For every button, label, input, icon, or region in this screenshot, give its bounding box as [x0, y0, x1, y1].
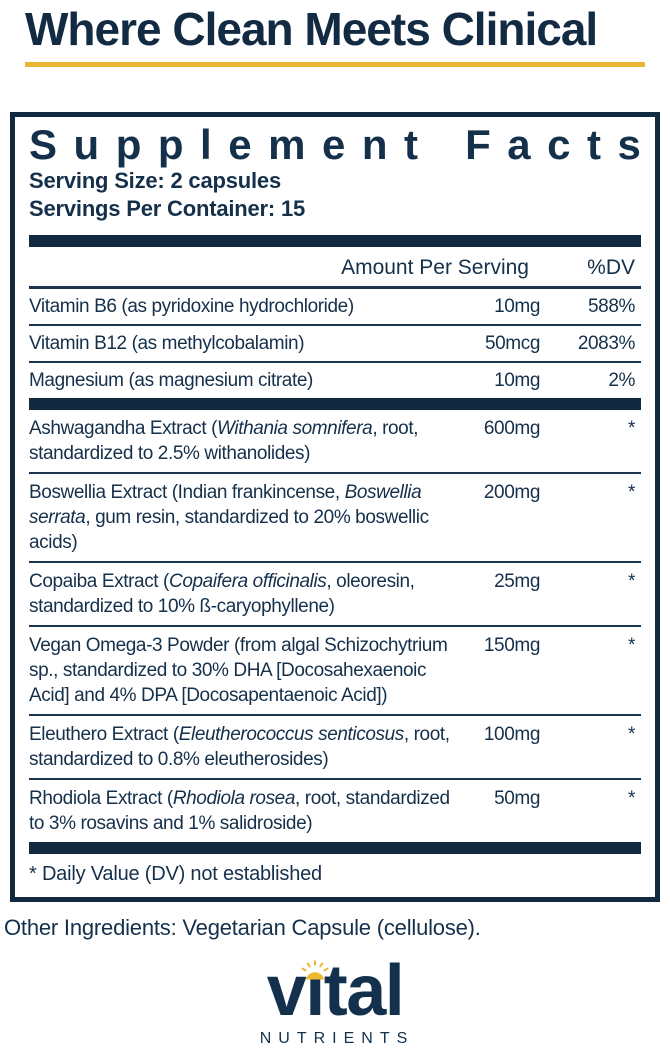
ingredient-name: Eleuthero Extract (Eleutherococcus senti… [29, 724, 450, 770]
amount-value: 150mg [483, 635, 541, 656]
ingredient-name: Magnesium (as magnesium citrate) [29, 370, 313, 391]
servings-per-container: Servings Per Container: 15 [29, 196, 306, 221]
table-row: Eleuthero Extract (Eleutherococcus senti… [29, 714, 641, 778]
table-row: Rhodiola Extract (Rhodiola rosea, root, … [29, 778, 641, 842]
section-bar [29, 842, 641, 854]
ingredient-name: Vitamin B6 (as pyridoxine hydrochloride) [29, 296, 354, 317]
logo-text-post: tal [323, 951, 405, 1031]
dv-value: 2% [608, 370, 635, 391]
ingredient-name: Vitamin B12 (as methylcobalamin) [29, 333, 305, 354]
amount-value: 10mg [494, 370, 540, 391]
dv-value: * [628, 724, 635, 745]
brand-logo: v ı tal NUTRIENTS [0, 951, 670, 1048]
table-row: Ashwagandha Extract (Withania somnifera,… [29, 410, 641, 472]
amount-value: 600mg [483, 418, 541, 439]
ingredient-name: Vegan Omega-3 Powder (from algal Schizoc… [29, 635, 448, 706]
dv-value: * [628, 635, 635, 656]
dv-value: * [628, 571, 635, 592]
daily-value-footnote: * Daily Value (DV) not established [29, 863, 322, 885]
vitamin-rows: Vitamin B6 (as pyridoxine hydrochloride)… [29, 289, 641, 398]
ingredient-name: Ashwagandha Extract (Withania somnifera,… [29, 418, 419, 464]
logo-subtext: NUTRIENTS [259, 1030, 415, 1047]
dv-value: 588% [588, 296, 635, 317]
logo-wordmark: v ı tal [266, 951, 405, 1031]
amount-value: 100mg [483, 724, 541, 745]
logo-text-i: ı [305, 951, 325, 1031]
amount-value: 25mg [494, 571, 540, 592]
section-bar [29, 235, 641, 247]
amount-value: 50mg [494, 788, 540, 809]
logo-text-pre: v [266, 951, 307, 1031]
amount-value: 10mg [494, 296, 540, 317]
table-row: Magnesium (as magnesium citrate) 10mg 2% [29, 361, 641, 398]
amount-value: 50mcg [484, 333, 540, 354]
page-title: Where Clean Meets Clinical [25, 3, 598, 55]
logo-letter-i: ı [301, 955, 328, 1027]
section-bar [29, 398, 641, 410]
amount-per-serving-header: Amount Per Serving [341, 256, 529, 279]
ingredient-name: Rhodiola Extract (Rhodiola rosea, root, … [29, 788, 450, 834]
table-header-row: Amount Per Serving %DV [29, 247, 641, 289]
dv-value: * [628, 482, 635, 503]
serving-size: Serving Size: 2 capsules [29, 168, 281, 193]
gold-divider [25, 62, 645, 67]
percent-dv-header: %DV [587, 256, 635, 279]
sun-icon [301, 960, 328, 980]
herbal-rows: Ashwagandha Extract (Withania somnifera,… [29, 410, 641, 842]
table-row: Copaiba Extract (Copaifera officinalis, … [29, 561, 641, 625]
dv-value: * [628, 788, 635, 809]
table-row: Boswellia Extract (Indian frankincense, … [29, 472, 641, 561]
table-row: Vegan Omega-3 Powder (from algal Schizoc… [29, 625, 641, 714]
table-row: Vitamin B12 (as methylcobalamin) 50mcg 208… [29, 324, 641, 361]
dv-value: 2083% [577, 333, 636, 354]
ingredient-name: Boswellia Extract (Indian frankincense, … [29, 482, 429, 553]
table-row: Vitamin B6 (as pyridoxine hydrochloride)… [29, 289, 641, 324]
other-ingredients: Other Ingredients: Vegetarian Capsule (c… [4, 915, 481, 940]
ingredient-name: Copaiba Extract (Copaifera officinalis, … [29, 571, 415, 617]
dv-value: * [628, 418, 635, 439]
amount-value: 200mg [483, 482, 541, 503]
